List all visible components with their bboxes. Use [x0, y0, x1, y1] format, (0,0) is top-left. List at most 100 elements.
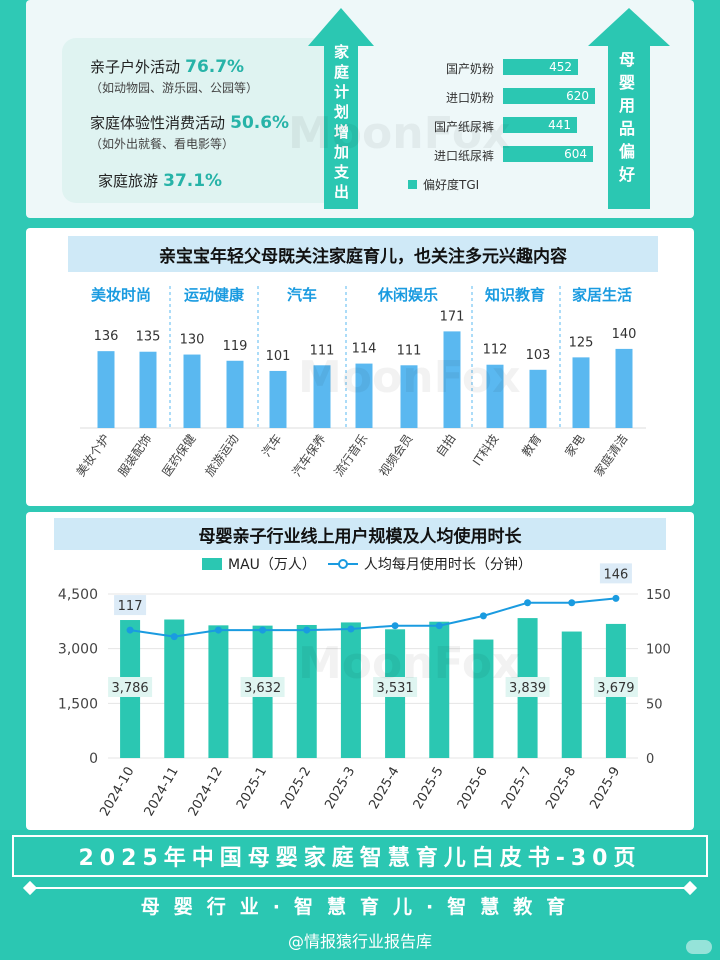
group-label: 休闲娱乐 — [377, 286, 438, 304]
duration-label-box — [599, 563, 632, 584]
mau-value-label: 3,786 — [111, 681, 148, 696]
duration-point — [568, 599, 576, 607]
footer-divider — [30, 887, 690, 889]
month-label: 2024-12 — [186, 765, 226, 820]
mau-bar — [340, 622, 361, 758]
group-label: 汽车 — [287, 286, 317, 304]
activities-box — [62, 38, 352, 203]
interest-value-label: 130 — [180, 333, 205, 348]
mau-title: 母婴亲子行业线上用户规模及人均使用时长 — [54, 518, 666, 550]
interest-title: 亲宝宝年轻父母既关注家庭育儿，也关注多元兴趣内容 — [68, 236, 658, 272]
legend-duration: 人均每月使用时长（分钟） — [363, 557, 532, 573]
interest-value-label: 125 — [569, 335, 594, 350]
mau-value-label: 3,839 — [509, 681, 546, 696]
group-label: 运动健康 — [184, 286, 245, 304]
interest-panel: 亲宝宝年轻父母既关注家庭育儿，也关注多元兴趣内容 美妆时尚 运动健康 汽车 休闲娱乐知… — [26, 228, 694, 506]
month-label: 2025-3 — [322, 765, 358, 812]
duration-point — [259, 626, 267, 634]
activity-note: （如外出就餐、看电影等） — [90, 137, 235, 151]
interest-category-label: 自拍 — [432, 431, 458, 459]
left-tick-label: 0 — [89, 751, 98, 767]
group-label: 美妆时尚 — [91, 286, 151, 304]
mau-bar — [208, 625, 229, 758]
interest-value-label: 111 — [397, 343, 422, 358]
spending-arrow-text: 家庭计划增加支出 — [334, 43, 350, 201]
interest-category-label: 汽车保养 — [289, 431, 329, 479]
interest-category-label: IT科技 — [470, 432, 501, 469]
preference-arrow — [588, 8, 670, 209]
month-label: 2025-8 — [543, 765, 579, 812]
activity-label: 亲子户外活动 — [90, 58, 181, 76]
spending-arrow — [308, 8, 374, 209]
legend-mau: MAU（万人） — [228, 557, 316, 573]
interest-bar — [529, 369, 547, 428]
interest-value-label: 101 — [266, 349, 291, 364]
mau-label-box — [373, 677, 418, 697]
mau-bar — [296, 624, 317, 758]
activity-value: 50.6% — [230, 113, 290, 133]
tgi-category-label: 进口纸尿裤 — [433, 149, 494, 163]
footer: 2025年中国母婴家庭智慧育儿白皮书-30页 母婴行业·智慧育儿·智慧教育 @情… — [0, 830, 720, 960]
interest-category-label: 家电 — [561, 431, 587, 459]
month-label: 2025-4 — [367, 765, 403, 812]
duration-point — [479, 612, 487, 620]
interest-value-label: 112 — [483, 343, 508, 358]
month-label: 2025-9 — [587, 765, 623, 812]
right-tick-label: 0 — [646, 752, 654, 767]
duration-point — [126, 626, 134, 634]
top-panel: 亲子户外活动 76.7% （如动物园、游乐园、公园等） 家庭体验性消费活动 50… — [26, 0, 694, 218]
interest-category-label: 服装配饰 — [115, 432, 154, 479]
activity-label: 家庭体验性消费活动 — [90, 114, 226, 132]
footer-title: 2025年中国母婴家庭智慧育儿白皮书-30页 — [12, 835, 708, 877]
interest-value-label: 171 — [440, 309, 465, 324]
duration-point — [435, 622, 443, 630]
legend-label: 偏好度TGI — [423, 178, 480, 192]
month-label: 2024-10 — [97, 765, 137, 820]
interest-bar — [355, 363, 373, 428]
tgi-value-label: 604 — [564, 147, 587, 161]
interest-bar — [486, 364, 504, 428]
mau-value-label: 3,531 — [376, 681, 413, 696]
group-label: 家居生活 — [572, 286, 632, 304]
interest-bar — [97, 351, 115, 428]
tgi-value-label: 441 — [548, 118, 571, 132]
activity-item-1: 亲子户外活动 76.7% （如动物园、游乐园、公园等） — [90, 56, 258, 96]
interest-bar — [615, 348, 633, 428]
activity-item-3: 家庭旅游 37.1% — [98, 170, 222, 191]
interest-bar — [313, 365, 331, 428]
interest-bar — [269, 370, 287, 428]
mau-label-box — [505, 677, 550, 697]
tgi-legend: 偏好度TGI — [408, 176, 479, 193]
month-label: 2024-11 — [142, 765, 182, 820]
interest-bar-chart: 美妆时尚 运动健康 汽车 休闲娱乐 知识教育 家居生活136美妆个护135服装配饰130医… — [73, 286, 646, 479]
activity-item-2: 家庭体验性消费活动 50.6% （如外出就餐、看电影等） — [90, 112, 289, 152]
footer-tags: 母婴行业·智慧育儿·智慧教育 — [140, 896, 580, 918]
left-tick-label: 3,000 — [58, 642, 98, 658]
activity-value: 76.7% — [185, 57, 245, 77]
tgi-bar — [503, 146, 593, 162]
tgi-bar — [503, 117, 577, 133]
duration-line — [129, 597, 617, 638]
interest-bar — [443, 331, 461, 428]
interest-category-label: 视频会员 — [376, 431, 416, 479]
right-tick-label: 50 — [646, 697, 663, 712]
interest-category-label: 汽车 — [258, 431, 284, 459]
duration-value-label: 117 — [118, 599, 143, 614]
interest-category-label: 美妆个护 — [73, 432, 112, 479]
corner-badge — [686, 940, 712, 954]
month-label: 2025-7 — [499, 765, 535, 812]
mau-label-box — [593, 677, 638, 697]
month-label: 2025-6 — [455, 765, 491, 812]
legend-swatch — [408, 180, 417, 189]
duration-point — [347, 625, 355, 633]
activity-note: （如动物园、游乐园、公园等） — [90, 81, 259, 95]
tgi-value-label: 620 — [566, 89, 589, 103]
mau-label-box — [108, 677, 153, 697]
mau-bar — [561, 631, 582, 758]
tgi-category-label: 国产纸尿裤 — [433, 120, 494, 134]
interest-bar — [572, 357, 590, 428]
interest-category-label: 流行音乐 — [331, 431, 371, 479]
interest-value-label: 135 — [136, 330, 161, 345]
mau-bar — [429, 621, 450, 758]
